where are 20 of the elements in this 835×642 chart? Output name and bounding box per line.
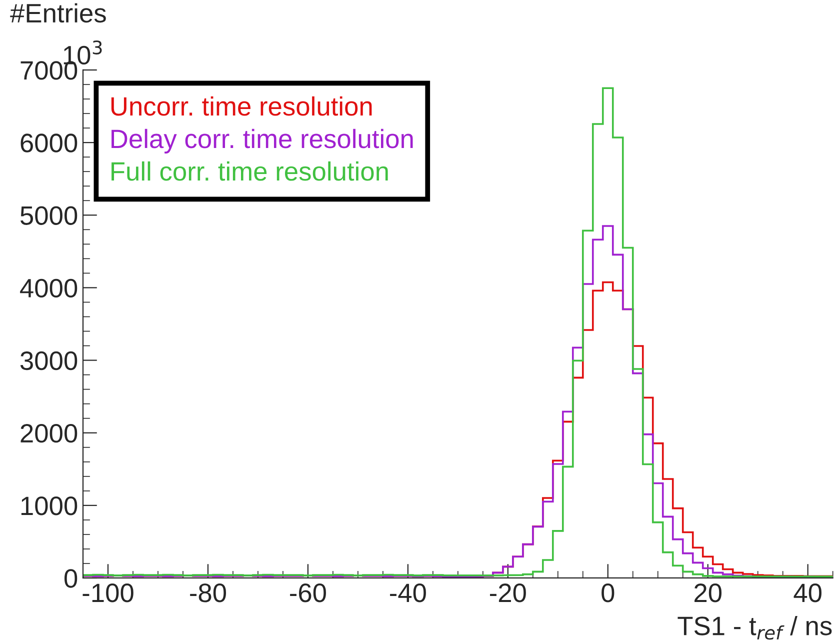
x-tick-label: -100 [82, 584, 134, 602]
y-tick-label: 2000 [20, 424, 78, 443]
y-tick-label: 6000 [20, 134, 78, 152]
x-tick-label: -80 [190, 584, 226, 602]
x-tick-label: -20 [490, 584, 526, 602]
text: Delay corr. time resolution [112, 128, 413, 154]
y-tick-label: 4000 [20, 278, 78, 298]
x-axis-title: TS1 - t$_{ref}$ / ns [678, 616, 832, 640]
y-tick-label: 5000 [20, 206, 78, 225]
y-tick-label: 0 [64, 569, 78, 588]
x-tick-label: -40 [390, 584, 426, 602]
y-tick-label: 1000 [21, 496, 78, 516]
x-tick-label: 40 [794, 584, 822, 602]
x-tick-label: 0 [602, 584, 614, 602]
y-axis-title: #Entries [10, 3, 106, 23]
text: Uncorr. time resolution [111, 96, 372, 116]
text: Full corr. time resolution [112, 161, 388, 181]
x-tick-label: 20 [694, 584, 722, 602]
x-tick-label: -60 [290, 584, 326, 602]
y-tick-label: 3000 [20, 351, 78, 370]
